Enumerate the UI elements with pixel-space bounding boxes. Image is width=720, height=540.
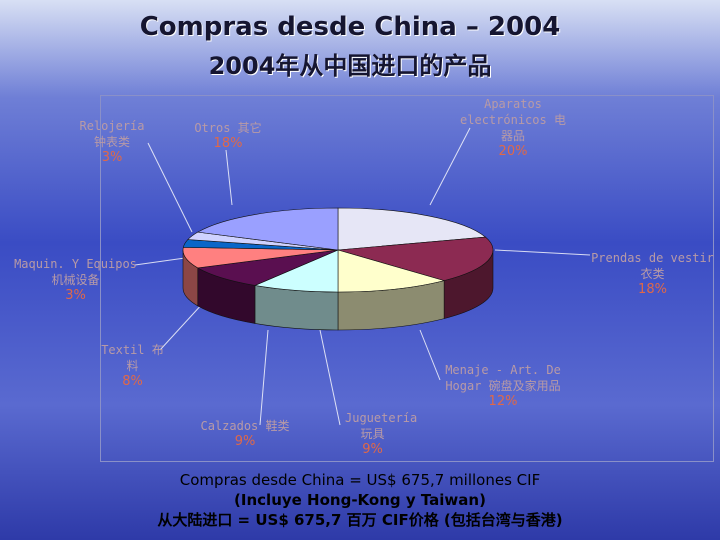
chart-frame	[100, 95, 714, 462]
category-name-zh: 电器品	[500, 113, 566, 143]
slice-label: Textil 布料 8%	[100, 342, 165, 390]
chart-subtitle: 2004年从中国进口的产品	[208, 52, 492, 80]
slice-label: Prendas de vestir 衣类 18%	[585, 250, 720, 298]
category-name: Otros	[194, 121, 231, 135]
category-name: Aparatos electrónicos	[460, 97, 547, 127]
category-name-zh: 鞋类	[265, 419, 290, 433]
category-name: Textil	[101, 343, 145, 357]
slice	[253, 249, 339, 293]
value-label: 18%	[638, 282, 667, 297]
slice-label: Relojería 钟表类 3%	[72, 118, 152, 166]
value-label: 18%	[213, 136, 243, 151]
slice	[337, 207, 487, 251]
category-name: Calzados	[200, 419, 259, 433]
value-label: 9%	[234, 434, 256, 449]
category-name-zh: 其它	[237, 121, 262, 135]
value-label: 20%	[498, 144, 528, 159]
value-label: 9%	[362, 442, 383, 457]
category-name-zh: 机械设备	[51, 273, 100, 287]
value-label: 3%	[65, 288, 86, 303]
category-name-zh: 玩具	[360, 427, 385, 441]
note: (Incluye Hong-Kong y Taiwan)	[234, 491, 486, 509]
slice-label: Otros 其它 18%	[188, 120, 268, 152]
category-name-zh: 布料	[126, 343, 164, 373]
slice	[337, 236, 494, 281]
category-name-zh: 碗盘及家用品	[488, 379, 561, 393]
category-name: Maquin. Y Equipos	[14, 257, 137, 271]
slice-label: Calzados 鞋类 9%	[190, 418, 300, 450]
slice-label: Aparatos electrónicos 电器品 20%	[458, 96, 568, 160]
category-name: Prendas de vestir	[591, 251, 714, 265]
note: 从大陆进口 = US$ 675,7 百万 CIF价格 (包括台湾与香港)	[157, 511, 563, 529]
chart-title: Compras desde China – 2004	[139, 12, 561, 42]
slice	[196, 207, 339, 251]
slice	[337, 249, 446, 293]
slice	[196, 249, 339, 286]
category-name: Relojería	[79, 119, 145, 133]
tops	[182, 207, 494, 293]
slice-label: Juguetería 玩具 9%	[345, 410, 417, 458]
slice-label: Maquin. Y Equipos 机械设备 3%	[8, 256, 143, 304]
sides	[182, 249, 494, 331]
value-label: 12%	[488, 394, 518, 409]
value-label: 3%	[101, 150, 123, 165]
category-name-zh: 钟表类	[93, 135, 130, 149]
category-name: Menaje - Art. De Hogar	[445, 363, 561, 393]
category-name-zh: 衣类	[640, 267, 665, 281]
note: Compras desde China = US$ 675,7 millones…	[179, 471, 541, 489]
slice-label: Menaje - Art. De Hogar 碗盘及家用品 12%	[438, 362, 568, 410]
value-label: 8%	[122, 374, 143, 389]
category-name: Juguetería	[345, 411, 418, 425]
